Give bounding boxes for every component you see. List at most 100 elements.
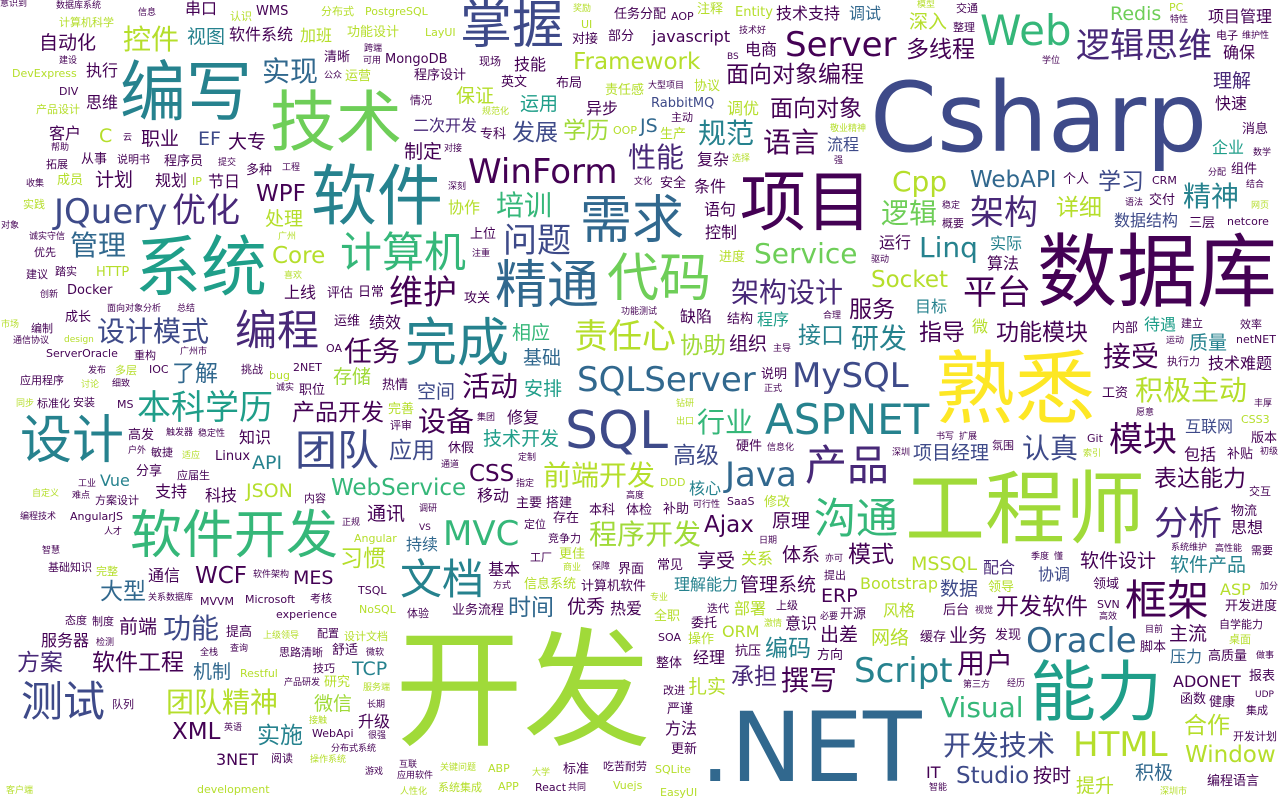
cloud-word: .NET — [700, 692, 922, 800]
cloud-word: 流程 — [827, 135, 860, 154]
cloud-word: 分析 — [1154, 504, 1222, 544]
cloud-word: 方案设计 — [95, 494, 139, 507]
cloud-word: 深入 — [909, 11, 948, 33]
cloud-word: 产品开发 — [292, 400, 384, 426]
cloud-word: 深刻 — [448, 182, 467, 192]
cloud-word: 学习 — [1098, 169, 1144, 195]
cloud-word: 缺陷 — [680, 307, 713, 326]
cloud-word: 跨端 — [364, 44, 383, 54]
cloud-word: IP — [192, 175, 202, 188]
cloud-word: API — [252, 452, 283, 474]
cloud-word: 职业 — [141, 128, 180, 150]
cloud-word: WebService — [331, 475, 467, 501]
cloud-word: MSSQL — [911, 553, 978, 575]
cloud-word: 做事 — [1256, 651, 1275, 661]
cloud-word: 操作系统 — [310, 755, 347, 765]
cloud-word: experience — [276, 608, 337, 621]
cloud-word: 应用软件 — [397, 771, 434, 781]
cloud-word: 熟悉 — [935, 343, 1095, 436]
cloud-word: 上级领导 — [263, 631, 300, 641]
cloud-word: 互联 — [399, 760, 418, 770]
cloud-word: 升级 — [358, 712, 391, 731]
cloud-word: 技能 — [514, 55, 547, 74]
cloud-word: HTTP — [96, 265, 130, 280]
cloud-word: 经历 — [1007, 679, 1026, 689]
cloud-word: 说明书 — [117, 153, 150, 166]
cloud-word: 对象 — [1, 221, 20, 231]
cloud-word: 服务 — [849, 297, 895, 323]
cloud-word: 体系 — [782, 544, 821, 566]
cloud-word: 完成 — [405, 314, 510, 374]
cloud-word: 热情 — [382, 378, 409, 393]
cloud-word: Git — [1087, 432, 1103, 445]
cloud-word: 学历 — [563, 118, 609, 144]
cloud-word: 运用 — [520, 93, 559, 115]
cloud-word: 微软 — [366, 648, 385, 658]
cloud-word: 硬件 — [736, 439, 763, 454]
cloud-word: 多线程 — [906, 37, 975, 63]
cloud-word: 语法 — [1125, 198, 1144, 208]
cloud-word: 语言 — [763, 126, 820, 159]
cloud-word: 空间 — [417, 381, 456, 403]
cloud-word: 支持 — [155, 482, 188, 501]
cloud-word: 组件 — [1231, 162, 1258, 177]
cloud-word: 维护性 — [1242, 31, 1270, 41]
cloud-word: 提出 — [824, 569, 846, 582]
cloud-word: 团队精神 — [166, 686, 279, 719]
cloud-word: 定位 — [524, 518, 546, 531]
cloud-word: 实践 — [23, 198, 45, 211]
cloud-word: 待遇 — [1144, 315, 1177, 334]
cloud-word: 标准 — [563, 762, 590, 777]
cloud-word: 稳定 — [942, 201, 961, 211]
cloud-word: 框架 — [1125, 576, 1210, 625]
cloud-word: Java — [725, 455, 797, 495]
cloud-word: 结构 — [727, 312, 754, 327]
cloud-word: 生产 — [660, 127, 687, 142]
cloud-word: 氛围 — [992, 439, 1014, 452]
cloud-word: 包括 — [1184, 445, 1217, 464]
cloud-word: 工厂 — [530, 551, 552, 564]
cloud-word: 职位 — [299, 383, 326, 398]
cloud-word: 功能 — [163, 612, 220, 645]
cloud-word: 面向对象编程 — [726, 62, 864, 88]
cloud-word: 程序 — [757, 310, 790, 329]
cloud-word: 懂 — [1054, 552, 1064, 562]
cloud-word: 舒适 — [332, 643, 359, 658]
cloud-word: 规范 — [698, 117, 755, 150]
cloud-word: 广州市 — [180, 347, 208, 357]
cloud-word: SQL — [565, 401, 668, 461]
cloud-word: 英文 — [501, 75, 528, 90]
cloud-word: 业务流程 — [452, 603, 505, 618]
cloud-word: 科技 — [205, 486, 238, 505]
cloud-word: Cpp — [892, 165, 948, 198]
cloud-word: 户外 — [128, 446, 147, 456]
cloud-word: BS — [727, 52, 739, 62]
cloud-word: 出口 — [676, 417, 695, 427]
cloud-word: 客户端 — [6, 786, 34, 796]
cloud-word: 撰写 — [781, 664, 838, 697]
cloud-word: 文化 — [634, 177, 653, 187]
cloud-word: 加分 — [1260, 582, 1279, 592]
cloud-word: WinForm — [468, 152, 618, 192]
cloud-word: 协助 — [680, 333, 726, 359]
cloud-word: 理解能力 — [674, 575, 739, 594]
cloud-word: 意识 — [785, 614, 818, 633]
cloud-word: 压力 — [1170, 647, 1203, 666]
cloud-word: 制度 — [92, 615, 114, 628]
cloud-word: CSS3 — [1241, 413, 1270, 426]
cloud-word: 指定 — [516, 479, 535, 489]
cloud-word: 公众 — [324, 71, 343, 81]
cloud-word: 队列 — [112, 698, 134, 711]
cloud-word: 目前 — [1145, 625, 1164, 635]
cloud-word: 消息 — [1242, 122, 1269, 137]
cloud-word: 关系 — [741, 549, 774, 568]
cloud-word: 多种 — [246, 163, 273, 178]
cloud-word: 精神 — [1183, 180, 1240, 213]
cloud-word: 高度 — [626, 491, 645, 501]
cloud-word: IT — [926, 763, 941, 782]
cloud-word: 代码 — [607, 249, 712, 309]
cloud-word: 挑战 — [241, 363, 263, 376]
cloud-word: 网络 — [871, 627, 910, 649]
cloud-word: 提交 — [218, 158, 237, 168]
cloud-word: 设计 — [20, 411, 125, 471]
